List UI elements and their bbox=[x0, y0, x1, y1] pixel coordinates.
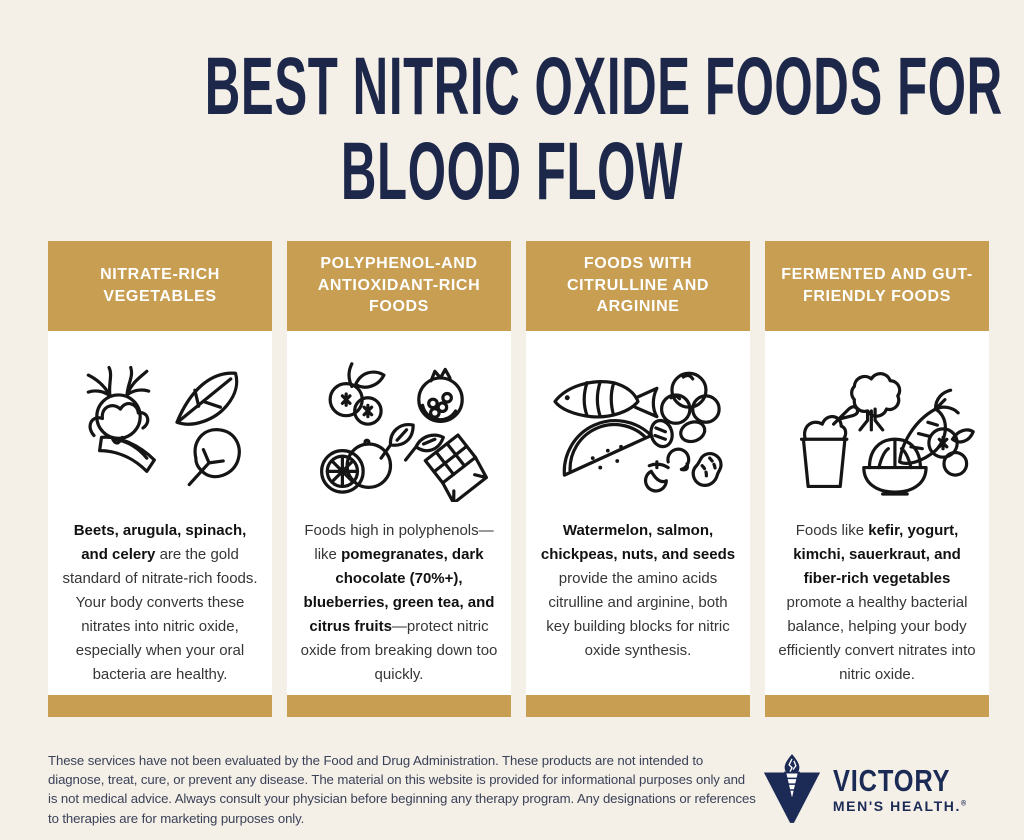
pomegranate-icon bbox=[417, 367, 464, 423]
category-footer-bar bbox=[526, 694, 750, 717]
category-header: FERMENTED AND GUT-FRIENDLY FOODS bbox=[765, 240, 989, 331]
logo-text: VICTORY MEN'S HEALTH.® bbox=[833, 765, 976, 813]
vegetables-illustration bbox=[60, 343, 260, 511]
arugula-leaf-icon bbox=[175, 371, 239, 426]
beet-icon bbox=[86, 365, 151, 445]
brand-name: VICTORY bbox=[832, 762, 951, 798]
nuts-seeds-icon bbox=[644, 418, 723, 493]
category-body: Watermelon, salmon, chickpeas, nuts, and… bbox=[526, 330, 750, 695]
category-footer-bar bbox=[765, 694, 989, 717]
polyphenol-foods-illustration bbox=[299, 343, 499, 511]
blueberries-icon bbox=[328, 361, 386, 426]
category-header: FOODS WITH CITRULLINE AND ARGININE bbox=[526, 240, 750, 331]
page-title-line1: BEST NITRIC OXIDE FOODS FOR bbox=[204, 41, 1003, 132]
category-description: Watermelon, salmon, chickpeas, nuts, and… bbox=[540, 521, 736, 659]
spinach-leaf-icon bbox=[187, 427, 241, 486]
registered-mark: ® bbox=[961, 799, 967, 807]
citrulline-foods-illustration bbox=[538, 343, 738, 511]
category-header: POLYPHENOL-AND ANTIOXIDANT-RICH FOODS bbox=[287, 240, 511, 331]
category-footer-bar bbox=[287, 694, 511, 717]
chickpeas-icon bbox=[659, 371, 721, 425]
celery-icon bbox=[88, 401, 156, 473]
citrus-orange-icon bbox=[320, 438, 393, 494]
category-body: Foods high in polyphenols—like pomegrana… bbox=[287, 330, 511, 695]
dark-chocolate-icon bbox=[423, 432, 489, 502]
category-description: Foods high in polyphenols—like pomegrana… bbox=[300, 521, 498, 683]
broccoli-icon bbox=[850, 371, 902, 431]
category-card-citrulline-arginine: FOODS WITH CITRULLINE AND ARGININE bbox=[526, 240, 750, 717]
category-columns: NITRATE-RICH VEGETABLES bbox=[48, 240, 989, 717]
category-card-fermented-foods: FERMENTED AND GUT-FRIENDLY FOODS bbox=[765, 240, 989, 717]
victory-v-torch-icon bbox=[763, 753, 820, 823]
page-title-line2: BLOOD FLOW bbox=[340, 126, 684, 218]
yogurt-cup-icon bbox=[799, 404, 860, 488]
brand-subtitle: MEN'S HEALTH.® bbox=[832, 797, 967, 814]
category-footer-bar bbox=[48, 694, 272, 717]
victory-mens-health-logo: VICTORY MEN'S HEALTH.® bbox=[761, 753, 976, 825]
fermented-foods-illustration bbox=[777, 343, 977, 511]
footer: These services have not been evaluated b… bbox=[48, 751, 976, 829]
salmon-fish-icon bbox=[553, 379, 659, 419]
category-card-nitrate-vegetables: NITRATE-RICH VEGETABLES bbox=[48, 240, 272, 717]
category-header: NITRATE-RICH VEGETABLES bbox=[48, 240, 272, 331]
watermelon-slice-icon bbox=[562, 418, 653, 477]
page-title: BEST NITRIC OXIDE FOODS FOR BLOOD FLOW bbox=[0, 0, 1024, 215]
category-body: Beets, arugula, spinach, and celery are … bbox=[48, 330, 272, 695]
category-body: Foods like kefir, yogurt, kimchi, sauerk… bbox=[765, 330, 989, 695]
category-description: Foods like kefir, yogurt, kimchi, sauerk… bbox=[778, 521, 976, 683]
category-description: Beets, arugula, spinach, and celery are … bbox=[62, 521, 258, 683]
berries-icon bbox=[927, 426, 975, 477]
category-card-polyphenol-foods: POLYPHENOL-AND ANTIOXIDANT-RICH FOODS bbox=[287, 240, 511, 717]
disclaimer-text: These services have not been evaluated b… bbox=[48, 752, 756, 826]
fermented-bowl-icon bbox=[862, 437, 928, 496]
